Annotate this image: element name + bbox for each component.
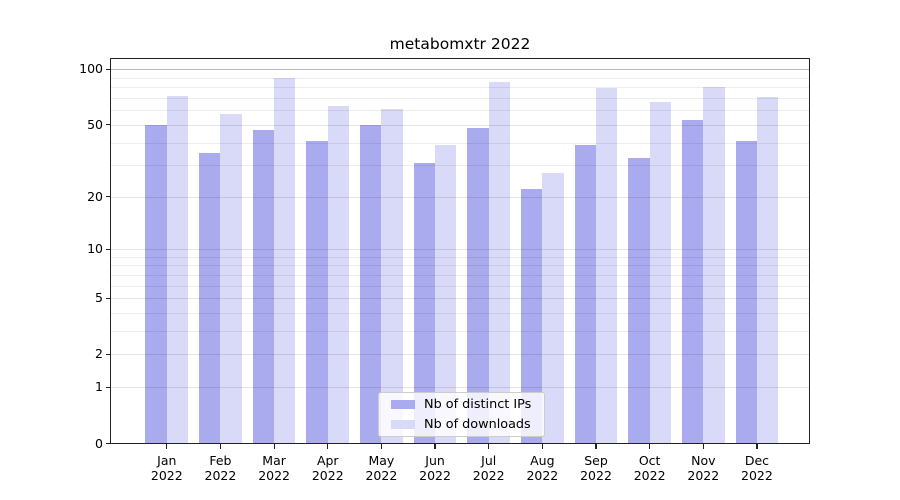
bar-distinct_ips-mar	[252, 129, 275, 444]
x-tick-label-nov-2022: Nov 2022	[687, 452, 720, 484]
bar-downloads-mar	[274, 77, 296, 444]
bar-distinct_ips-feb	[199, 153, 221, 444]
x-tick-label-jul-2022: Jul 2022	[472, 452, 505, 484]
x-tick-label-jan-2022: Jan 2022	[150, 452, 183, 484]
x-tick-label-dec-2022: Dec 2022	[741, 452, 773, 484]
gridline-y-3	[111, 331, 809, 333]
x-tick-label-apr-2022: Apr 2022	[311, 452, 344, 484]
bar-distinct_ips-jan	[145, 124, 167, 444]
x-tick-nov	[702, 444, 704, 449]
x-tick-label-feb-2022: Feb 2022	[204, 452, 237, 484]
x-tick-label-mar-2022: Mar 2022	[258, 452, 290, 484]
bar-downloads-aug	[542, 173, 564, 444]
y-tick-10	[105, 248, 110, 250]
y-tick-1	[105, 386, 110, 388]
legend-swatch-distinct-ips	[391, 399, 415, 409]
legend-label-distinct-ips: Nb of distinct IPs	[424, 396, 532, 412]
bar-downloads-dec	[756, 96, 779, 444]
y-tick-label-20: 20	[87, 188, 103, 204]
gridline-y-9	[111, 256, 809, 258]
y-tick-label-10: 10	[87, 241, 103, 257]
x-tick-label-sep-2022: Sep 2022	[580, 452, 612, 484]
y-tick-label-1: 1	[95, 379, 103, 395]
gridline-y-50	[111, 124, 809, 126]
x-tick-dec	[756, 444, 758, 449]
bar-downloads-apr	[327, 106, 350, 444]
y-tick-label-100: 100	[79, 61, 103, 77]
gridline-y-80	[111, 87, 809, 89]
legend: Nb of distinct IPs Nb of downloads	[378, 391, 545, 437]
x-tick-may	[380, 444, 382, 449]
legend-label-downloads: Nb of downloads	[424, 416, 531, 432]
gridline-y-10	[111, 249, 809, 251]
legend-item-distinct-ips: Nb of distinct IPs	[391, 396, 544, 412]
bar-distinct_ips-sep	[574, 144, 596, 444]
gridline-y-2	[111, 354, 809, 356]
gridline-y-6	[111, 285, 809, 287]
gridline-y-90	[111, 77, 809, 79]
bar-distinct_ips-apr	[306, 140, 328, 444]
gridline-y-20	[111, 196, 809, 198]
bar-downloads-jun	[435, 144, 457, 444]
bar-distinct_ips-oct	[628, 157, 650, 444]
bar-downloads-sep	[596, 88, 618, 444]
gridline-y-70	[111, 98, 809, 100]
bar-distinct_ips-may	[360, 124, 382, 444]
gridline-y-5	[111, 298, 809, 300]
y-tick-5	[105, 297, 110, 299]
bar-downloads-nov	[703, 87, 725, 444]
gridline-y-4	[111, 313, 809, 315]
y-tick-20	[105, 196, 110, 198]
chart-title: metabomxtr 2022	[389, 35, 531, 53]
x-tick-jul	[488, 444, 490, 449]
x-tick-jun	[434, 444, 436, 449]
bar-distinct_ips-nov	[681, 120, 704, 444]
bar-downloads-jan	[166, 95, 189, 444]
bar-downloads-jul	[488, 81, 511, 444]
x-tick-sep	[595, 444, 597, 449]
bar-downloads-feb	[220, 114, 242, 444]
x-tick-apr	[327, 444, 329, 449]
y-tick-label-50: 50	[87, 116, 103, 132]
bar-distinct_ips-jul	[467, 128, 489, 444]
gridline-y-7	[111, 274, 809, 276]
y-tick-label-5: 5	[95, 290, 103, 306]
y-tick-0	[105, 442, 110, 445]
x-tick-aug	[541, 444, 543, 449]
x-tick-label-may-2022: May 2022	[365, 452, 398, 484]
bar-distinct_ips-jun	[413, 162, 436, 444]
y-tick-label-0: 0	[95, 435, 103, 451]
y-tick-50	[105, 124, 110, 126]
gridline-y-100	[111, 69, 809, 71]
bar-distinct_ips-aug	[520, 189, 543, 444]
bar-distinct_ips-dec	[735, 140, 757, 444]
gridline-y-40	[111, 142, 809, 144]
x-tick-label-aug-2022: Aug 2022	[526, 452, 559, 484]
x-tick-feb	[219, 444, 222, 449]
legend-item-downloads: Nb of downloads	[391, 416, 544, 432]
y-tick-100	[105, 68, 110, 71]
gridline-y-1	[111, 387, 809, 389]
x-tick-mar	[273, 444, 275, 449]
bar-downloads-may	[381, 109, 403, 444]
x-tick-label-oct-2022: Oct 2022	[633, 452, 666, 484]
gridline-y-60	[111, 110, 809, 112]
x-tick-label-jun-2022: Jun 2022	[419, 452, 451, 484]
y-tick-2	[105, 353, 110, 356]
x-tick-oct	[649, 444, 651, 449]
gridline-y-30	[111, 165, 809, 167]
bar-downloads-oct	[649, 101, 672, 444]
x-tick-jan	[166, 444, 168, 449]
gridline-y-8	[111, 265, 809, 267]
legend-swatch-downloads	[391, 419, 415, 429]
y-tick-label-2: 2	[95, 346, 103, 362]
